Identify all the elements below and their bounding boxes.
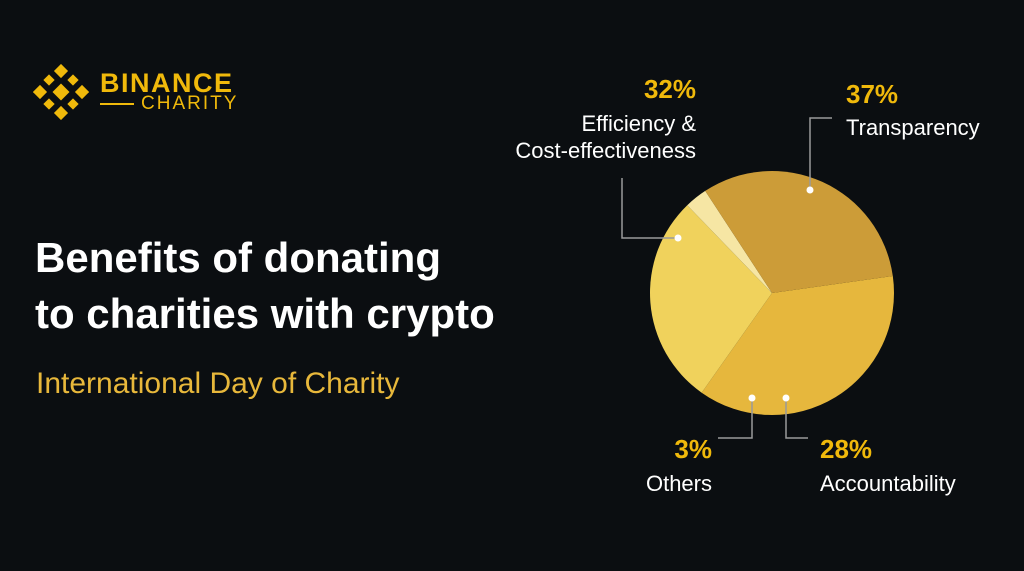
headline: Benefits of donating to charities with c… xyxy=(35,230,495,342)
slice-label-transparency: Transparency xyxy=(846,115,980,140)
slice-label-accountability: Accountability xyxy=(820,471,956,496)
pie-slice-accountability xyxy=(650,205,772,393)
leader-dot-others xyxy=(748,394,756,402)
slice-value-accountability: 28% xyxy=(820,434,872,464)
pie-slice-others xyxy=(687,190,772,293)
leader-line-transparency xyxy=(809,117,832,190)
brand-divider xyxy=(100,103,134,105)
leader-line-accountability xyxy=(785,398,808,439)
brand-subname: CHARITY xyxy=(141,93,239,114)
pie-slice-efficiency xyxy=(705,170,893,293)
brand-name: BINANCE xyxy=(100,68,234,98)
headline-line-2: to charities with crypto xyxy=(35,290,495,337)
slice-label-efficiency-line-1: Efficiency & xyxy=(581,111,696,136)
pie-slices xyxy=(650,170,894,415)
leader-dot-accountability xyxy=(782,394,790,402)
leader-dot-efficiency xyxy=(674,234,682,242)
slice-label-efficiency-line-2: Cost-effectiveness xyxy=(515,138,696,163)
leader-line-efficiency xyxy=(621,178,678,239)
slice-value-others: 3% xyxy=(674,434,712,464)
binance-diamond-icon xyxy=(33,64,89,120)
slice-value-transparency: 37% xyxy=(846,79,898,109)
leader-dot-transparency xyxy=(806,186,814,194)
binance-charity-logo: BINANCE CHARITY xyxy=(33,64,263,120)
slice-value-efficiency: 32% xyxy=(644,74,696,104)
headline-line-1: Benefits of donating xyxy=(35,234,441,281)
subtitle: International Day of Charity xyxy=(36,367,400,400)
pie-slice-transparency xyxy=(701,276,894,415)
slice-label-others: Others xyxy=(646,471,712,496)
leader-line-others xyxy=(718,398,753,439)
